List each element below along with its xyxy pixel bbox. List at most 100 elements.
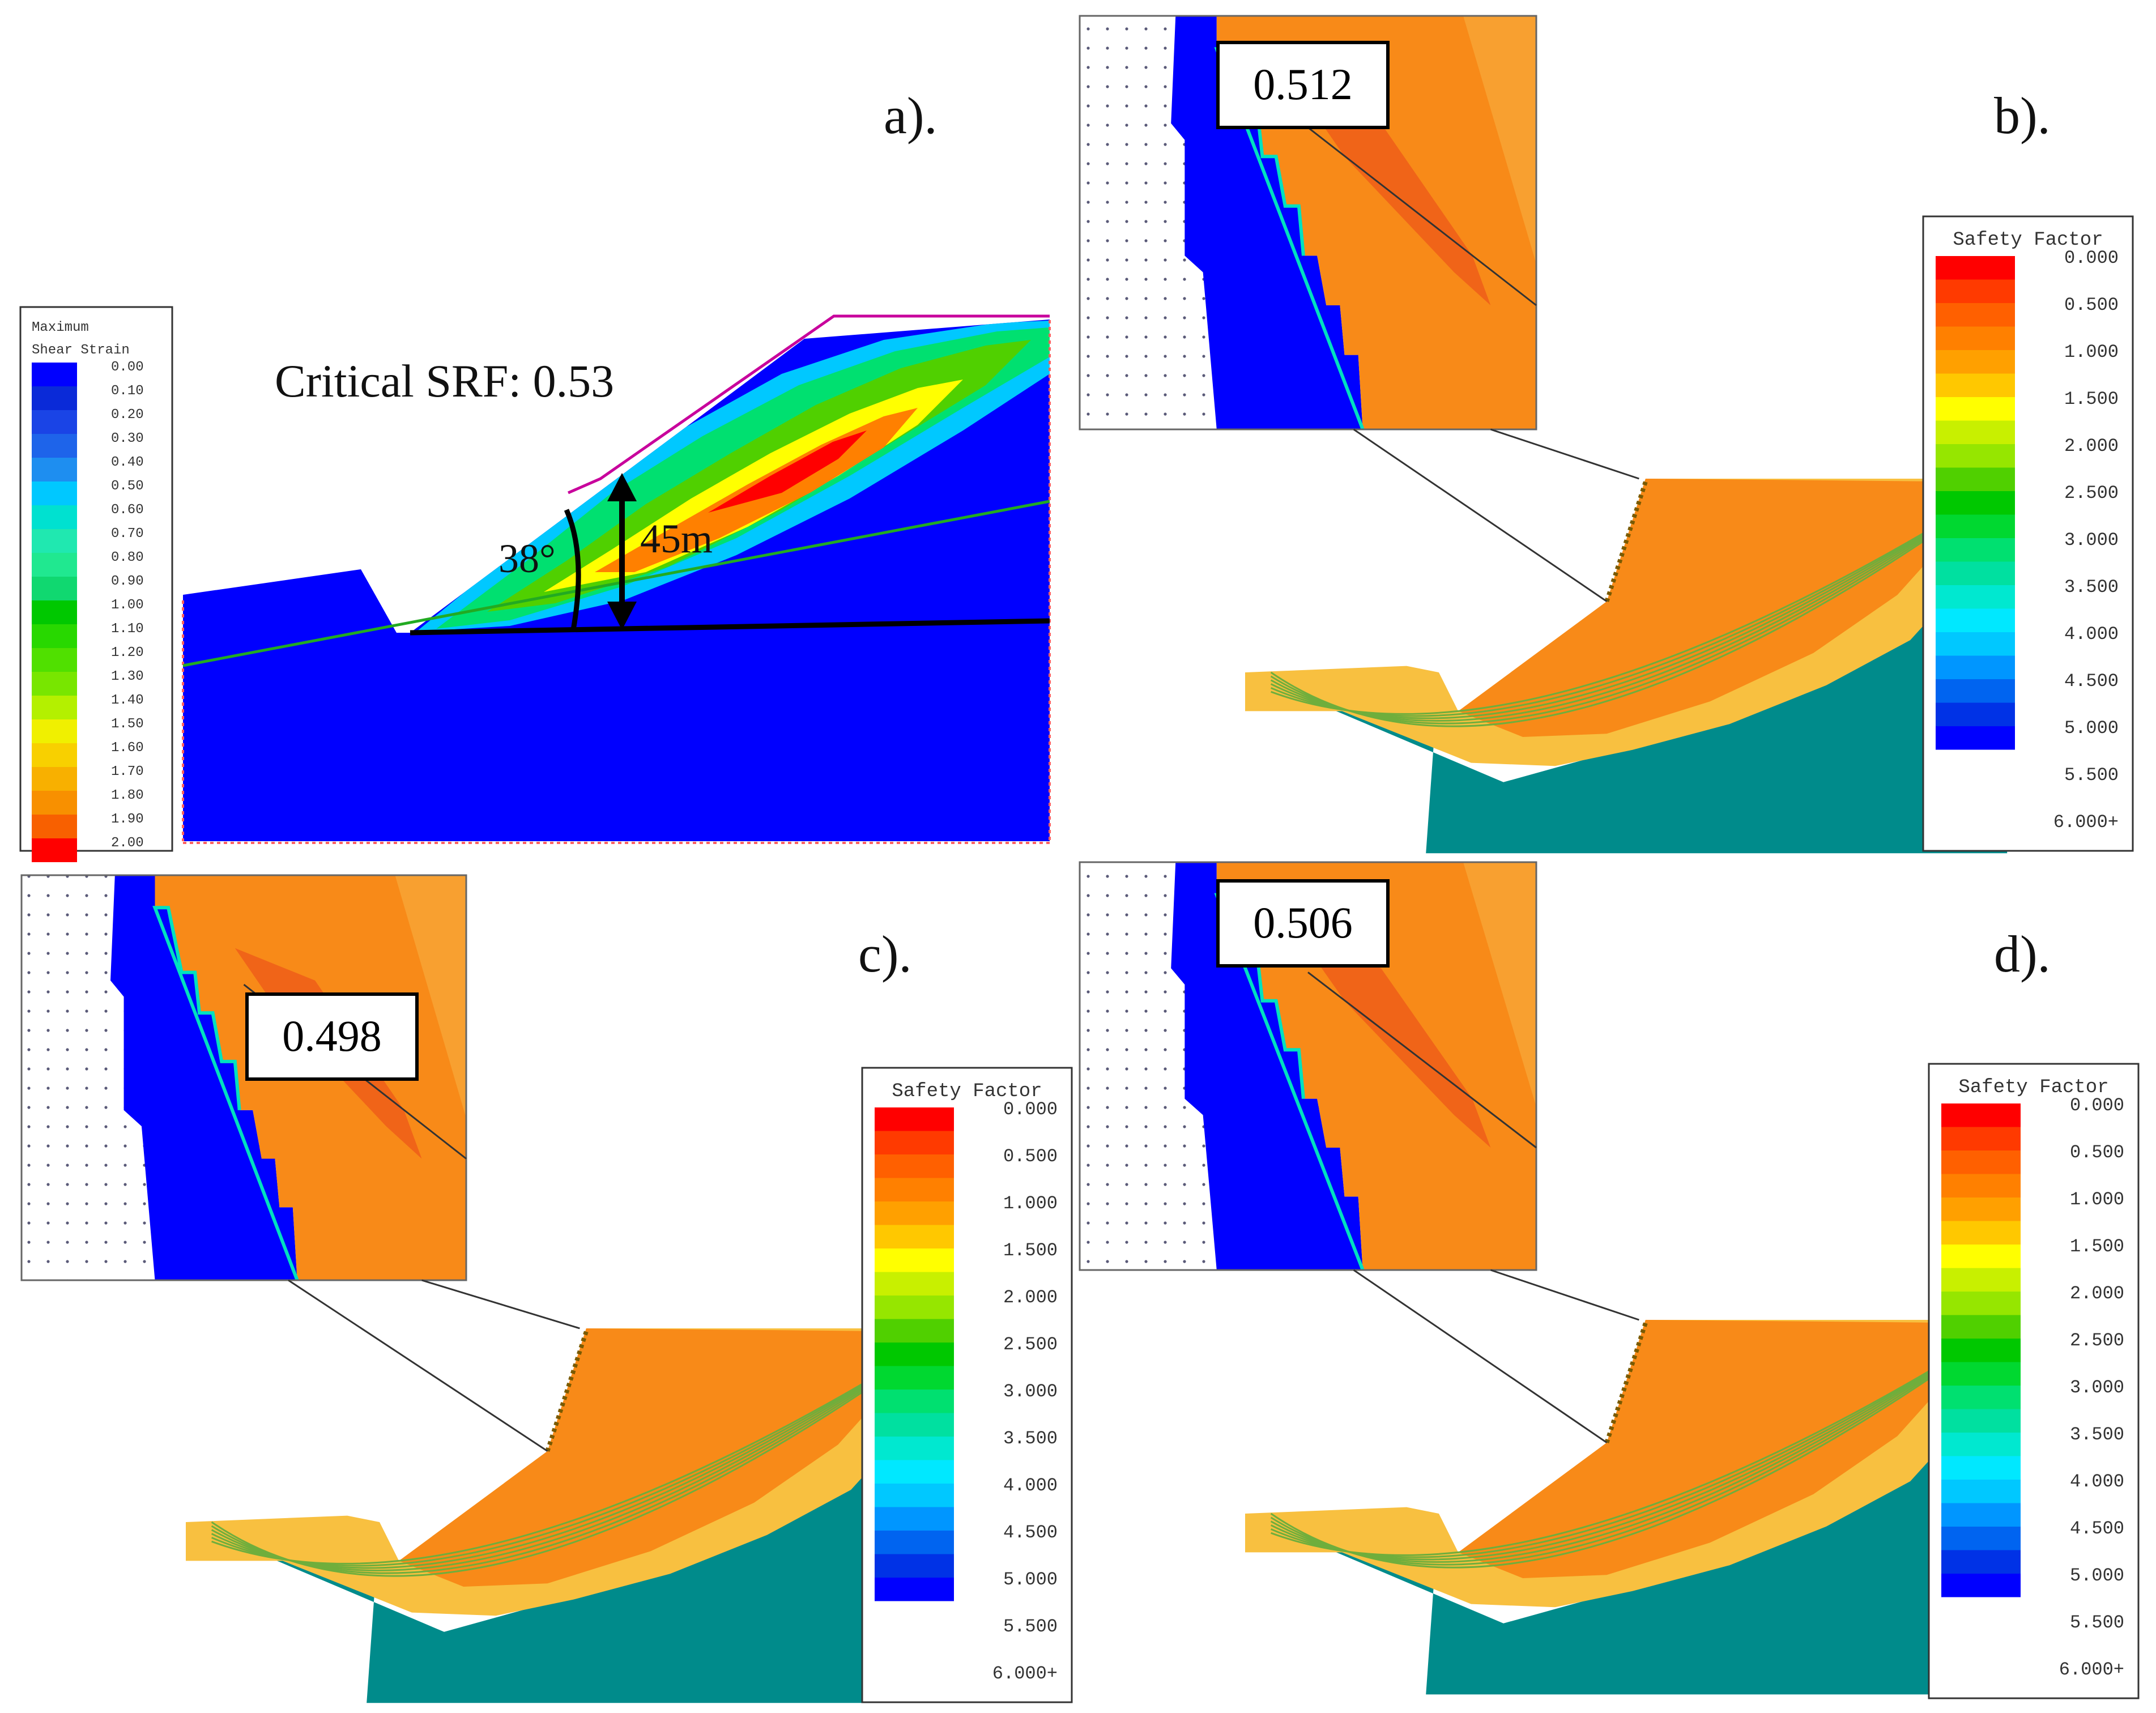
legend-title: Safety Factor [892,1081,1042,1102]
legend-swatch [875,1107,954,1131]
legend-swatch [1936,397,2015,421]
zoom-leader-line [1353,1269,1608,1443]
legend-swatch [1941,1127,2021,1150]
legend-swatch [875,1154,954,1178]
legend-swatch [1941,1527,2021,1550]
strain-swatch [32,505,77,529]
legend-swatch [1941,1198,2021,1221]
legend-swatch [875,1531,954,1554]
legend-tick-label: 4.000 [2070,1471,2124,1492]
strain-legend-title-1: Maximum [32,320,89,335]
legend-swatch [1941,1362,2021,1386]
inset-upper-zone [395,875,466,1118]
strain-swatch [32,815,77,838]
legend-tick-label: 5.500 [1003,1616,1058,1637]
legend-tick-label: 2.500 [2064,483,2119,504]
panel-a: Maximum Shear Strain 0.00 0.10 0.20 0.30 0.4… [19,87,1051,862]
legend-tick-label: 0.000 [2070,1095,2124,1116]
strain-tick-label: 1.60 [111,740,144,756]
strain-tick-label: 1.80 [111,788,144,803]
legend-swatch [875,1178,954,1201]
legend-swatch [1941,1174,2021,1198]
legend-swatch [1936,608,2015,632]
legend-swatch [1936,561,2015,585]
slope-orange-zone [1458,479,1988,737]
inset-border [1079,861,1537,1271]
inset-upper-zone [1463,862,1536,1107]
safety-factor-value: 0.498 [282,1011,382,1060]
legend-swatch [1936,279,2015,303]
legend-tick-label: 4.000 [1003,1475,1058,1496]
legend-tick-label: 3.000 [1003,1381,1058,1402]
legend-swatch [1936,655,2015,679]
legend-tick-label: 3.000 [2064,530,2119,551]
legend-tick-label: 4.500 [2064,671,2119,692]
legend-tick-label: 1.500 [1003,1240,1058,1261]
legend-swatch [1936,444,2015,468]
legend-tick-label: 3.500 [2070,1424,2124,1445]
legend-swatch [1936,467,2015,491]
legend-tick-label: 1.000 [2070,1189,2124,1210]
strain-tick-label: 0.80 [111,550,144,565]
legend-swatch [1941,1433,2021,1456]
legend-swatch [1936,326,2015,350]
panel-label: c). [858,925,911,983]
legend-swatch [875,1413,954,1437]
inset-stable-zone [1080,16,1363,429]
strain-legend-ticks: 0.00 0.10 0.20 0.30 0.40 0.50 0.60 0.70 0.80 0.90… [111,360,144,851]
inset-upper-zone [1463,16,1536,264]
strain-tick-label: 0.90 [111,574,144,589]
legend-swatch [1941,1386,2021,1409]
strain-tick-label: 1.40 [111,693,144,708]
inset-slip-line [1307,971,1537,1149]
legend-tick-label: 0.000 [1003,1099,1058,1120]
safety-factor-value-box [1216,41,1390,129]
legend-tick-label: 3.000 [2070,1377,2124,1398]
legend-tick-label: 5.000 [2064,718,2119,739]
strain-swatch [32,696,77,719]
inset-border [20,874,467,1281]
legend-swatch [875,1272,954,1296]
inset-critical-band [1298,90,1491,305]
legend-swatch [1936,420,2015,444]
inset-critical-band [1298,935,1491,1148]
legend-tick-label: 2.000 [2070,1283,2124,1304]
strain-swatch [32,719,77,743]
strain-tick-label: 1.30 [111,669,144,684]
legend-swatch [875,1248,954,1272]
legend-swatch [1936,373,2015,397]
strain-swatch [32,363,77,386]
slope-orange-zone [1458,1320,1988,1578]
water-table-line [182,500,1050,667]
legend-tick-label: 3.500 [2064,577,2119,598]
strain-tick-label: 0.00 [111,360,144,375]
strain-tick-label: 0.40 [111,455,144,470]
zoom-leader-line [288,1279,548,1452]
legend-swatch [1941,1268,2021,1292]
strain-swatch [32,529,77,553]
legend-swatch [1936,702,2015,726]
slope-boundary-line [567,314,1050,495]
strain-swatch [32,553,77,577]
legend-swatch [1941,1292,2021,1315]
strain-swatch [32,577,77,600]
safety-factor-value: 0.506 [1253,898,1353,947]
legend-swatch [1941,1221,2021,1245]
legend-tick-label: 1.000 [1003,1193,1058,1214]
legend-tick-label: 0.000 [2064,248,2119,269]
inset-stable-zone [1080,862,1363,1270]
critical-srf-label: Critical SRF: 0.53 [275,355,614,407]
legend-swatch [1941,1503,2021,1527]
angle-arc [564,509,581,630]
legend-tick-label: 6.000+ [992,1663,1058,1684]
legend-swatch [1936,679,2015,703]
strain-tick-label: 1.20 [111,645,144,661]
legend-swatch [1941,1409,2021,1433]
zoom-leader-line [421,1279,580,1330]
zoom-leader-line [1353,428,1608,602]
legend-swatch [1941,1339,2021,1362]
